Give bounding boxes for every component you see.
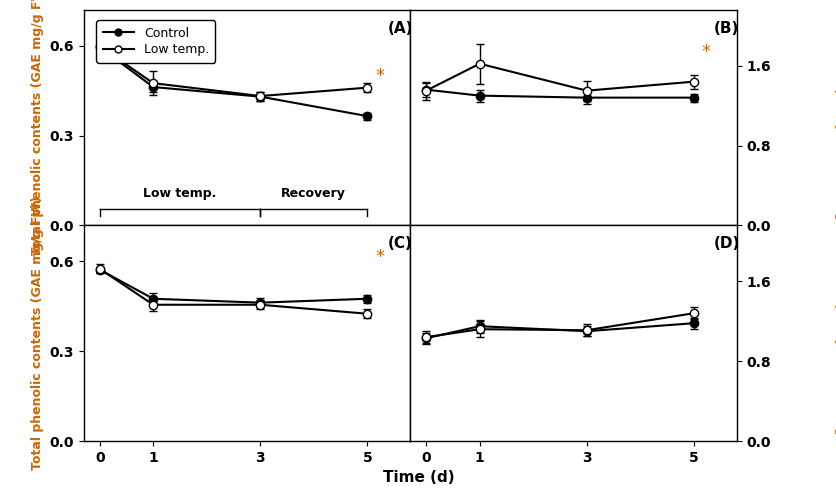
Text: *: * — [375, 248, 384, 266]
Y-axis label: Antioxidant capacity (mM TEAC/gFW): Antioxidant capacity (mM TEAC/gFW) — [833, 202, 836, 464]
Text: (B): (B) — [713, 21, 738, 36]
Y-axis label: Total phenolic contents (GAE mg/g FW): Total phenolic contents (GAE mg/g FW) — [31, 0, 43, 255]
Text: *: * — [375, 67, 384, 85]
Text: Recovery: Recovery — [281, 187, 346, 199]
Text: Time (d): Time (d) — [382, 470, 454, 485]
Y-axis label: Total phenolic contents (GAE mg/g FW): Total phenolic contents (GAE mg/g FW) — [31, 196, 43, 470]
Text: (A): (A) — [387, 21, 412, 36]
Text: (C): (C) — [387, 236, 411, 251]
Text: *: * — [701, 43, 710, 61]
Y-axis label: Antioxidant capacity (mM TEAC/gFW): Antioxidant capacity (mM TEAC/gFW) — [833, 0, 836, 248]
Text: Low temp.: Low temp. — [143, 187, 217, 199]
Text: (D): (D) — [713, 236, 739, 251]
Legend: Control, Low temp.: Control, Low temp. — [96, 21, 215, 63]
